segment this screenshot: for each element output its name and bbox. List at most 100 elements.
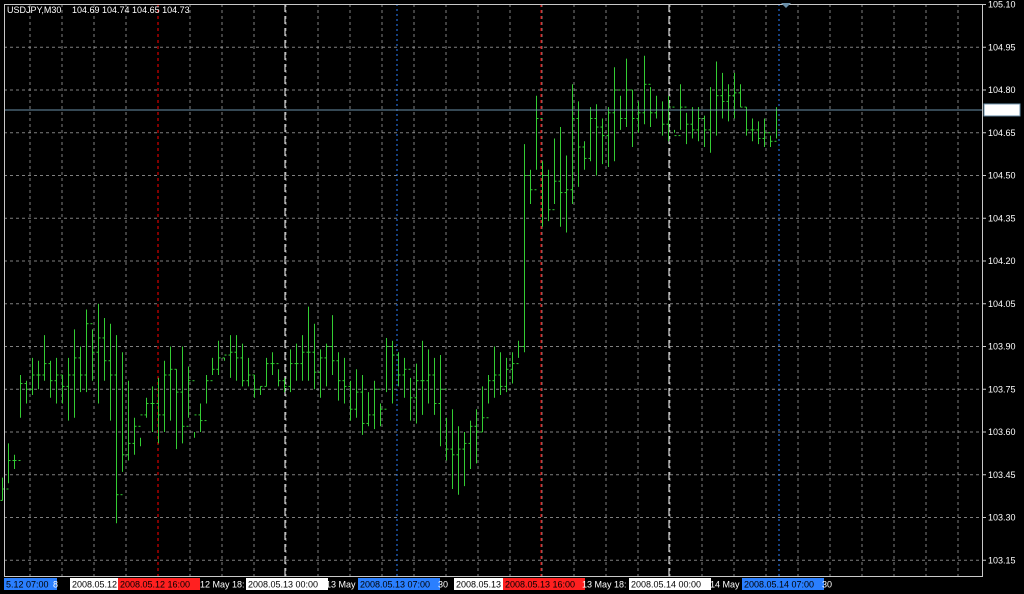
time-tick-label: 30 [822, 580, 832, 590]
ohlc-bar [270, 352, 275, 375]
ohlc-bar [12, 454, 17, 470]
ohlc-bar [744, 106, 749, 136]
ohlc-bar [96, 303, 101, 404]
ohlc-bar [426, 349, 431, 404]
chart-frame [4, 4, 983, 577]
ohlc-bar [594, 104, 599, 176]
time-tick: 12 May 18: [200, 580, 245, 590]
ohlc-bar [216, 340, 221, 375]
ohlc-bar [132, 417, 137, 455]
ohlc-bar [300, 335, 305, 381]
grid [4, 4, 982, 576]
ohlc-bar [228, 335, 233, 378]
time-tick: 13 May 18: [582, 580, 627, 590]
time-tick-label: 2008.05.13 07:00 [360, 580, 430, 590]
time-tick-bg [742, 578, 824, 590]
time-tick-label: 2008.05.12 [72, 580, 117, 590]
current-price-label: 104.73 [988, 105, 1016, 115]
ohlc-bar [234, 335, 239, 381]
time-tick: 30 [822, 580, 832, 590]
ohlc-bar [666, 95, 671, 142]
ohlc-bar [498, 352, 503, 395]
time-tick: 2008.05.12 [70, 578, 123, 590]
ohlc-bar [486, 375, 491, 419]
ohlc-bar [150, 386, 155, 432]
ohlc-bar [402, 357, 407, 398]
time-axis: 5.12 07:00 8 2008.05.12 2008.05.12 16:00 12 … [4, 578, 832, 590]
ohlc-bar [720, 72, 725, 119]
ohlc-bar [606, 107, 611, 167]
ohlc-bar [156, 377, 161, 444]
ohlc-bar [42, 335, 47, 381]
ohlc-bar [6, 443, 11, 490]
ohlc-bar [444, 388, 449, 461]
ohlc-bar [84, 309, 89, 393]
chart-shift-icon[interactable] [781, 3, 791, 8]
ohlc-bar [702, 115, 707, 147]
ohlc-bar [126, 380, 131, 461]
ohlc-bar [474, 409, 479, 464]
ohlc-bar [546, 169, 551, 222]
ohlc-bar [636, 101, 641, 133]
price-tick-label: 104.95 [988, 42, 1016, 52]
ohlc-bar [90, 323, 95, 381]
ohlc-bar [756, 121, 761, 145]
ohlc-bar [48, 360, 53, 398]
time-tick-label: 8 [53, 580, 58, 590]
ohlc-bar [114, 335, 119, 524]
symbol-label: USDJPY,M30 [7, 5, 61, 15]
ohlc-bar [690, 107, 695, 139]
ohlc-bar [138, 414, 143, 447]
ohlc-bar [120, 352, 125, 496]
ohlc-bar [732, 72, 737, 119]
ohlc-bar [438, 355, 443, 447]
ohlc-bar [480, 386, 485, 433]
ohlc-bar [108, 323, 113, 421]
time-tick-label: 2008.05.14 07:00 [744, 580, 814, 590]
current-price-tag-bg [983, 103, 1021, 117]
ohlc-bar [450, 409, 455, 489]
ohlc-bar [318, 349, 323, 398]
ohlc-bar [396, 352, 401, 387]
price-tick-label: 104.05 [988, 299, 1016, 309]
ohlc-bar [630, 89, 635, 147]
ohlc-bar [738, 84, 743, 108]
ohlc-bar [462, 432, 467, 487]
time-markers [157, 4, 780, 576]
ohlc-bar [282, 377, 287, 393]
ohlc-bar [600, 118, 605, 165]
ohlc-bar [516, 340, 521, 365]
ohlc-bar [186, 366, 191, 427]
price-tick-label: 103.15 [988, 555, 1016, 565]
time-tick: 2008.05.14 00:00 [629, 578, 711, 590]
ohlc-bar [750, 118, 755, 142]
ohlc-bar [204, 375, 209, 422]
ohlc-bar [102, 318, 107, 381]
time-tick-bg [358, 578, 440, 590]
time-tick-bg [4, 578, 57, 590]
current-price-tag: 104.73 [983, 103, 1021, 117]
ohlc-bar [258, 385, 263, 395]
time-tick-bg [70, 578, 123, 590]
ohlc-bar [264, 357, 269, 387]
time-tick-label: 14 May [710, 580, 740, 590]
ohlc-bar [762, 118, 767, 147]
ohlc-bar [558, 127, 563, 227]
time-tick-bg [503, 578, 585, 590]
ohlc-bar [570, 84, 575, 204]
price-tick-label: 103.60 [988, 427, 1016, 437]
ohlc-bar [198, 403, 203, 432]
ohlc-bar [456, 426, 461, 495]
ohlc-bar [336, 352, 341, 401]
time-tick: 2008.05.13 [454, 578, 507, 590]
ohlc-bar [72, 329, 77, 418]
ohlc-bar [288, 349, 293, 393]
ohlc-bar [522, 144, 527, 353]
price-tick-label: 103.45 [988, 470, 1016, 480]
time-tick-label: 5.12 07:00 [6, 580, 49, 590]
ohlc-bar [696, 107, 701, 142]
ohlc-bar [432, 357, 437, 415]
ohlc-bar [306, 306, 311, 381]
